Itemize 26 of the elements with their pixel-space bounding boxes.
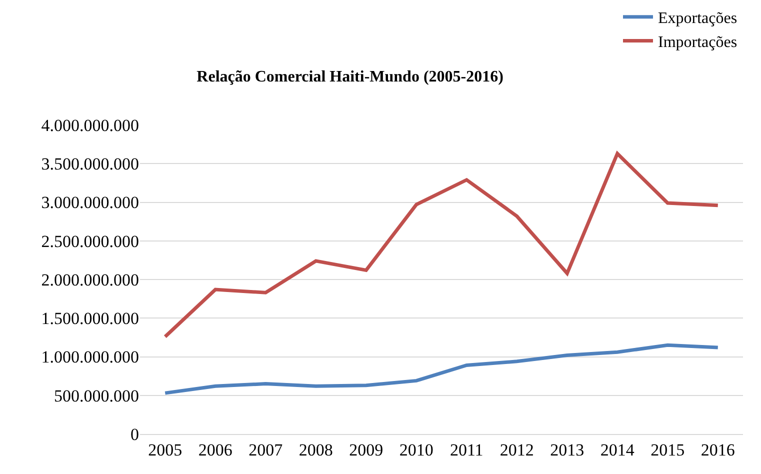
y-tick-label: 4.000.000.000 — [41, 116, 139, 135]
x-tick-label: 2010 — [399, 440, 434, 460]
y-tick-label: 1.500.000.000 — [41, 309, 139, 328]
line-series — [163, 152, 720, 338]
x-tick-label: 2006 — [198, 440, 232, 460]
x-tick-label: 2015 — [650, 440, 685, 460]
y-tick-label: 500.000.000 — [54, 386, 139, 406]
legend-label: Exportações — [658, 10, 738, 28]
y-tick-label: 2.500.000.000 — [41, 232, 139, 251]
line-series — [163, 343, 720, 395]
x-tick-label: 2005 — [148, 440, 182, 460]
y-tick-label: 1.000.000.000 — [41, 348, 139, 367]
x-tick-label: 2014 — [600, 440, 635, 460]
y-tick-label: 2.000.000.000 — [41, 270, 139, 290]
y-tick-label: 0 — [130, 424, 139, 444]
y-tick-label: 3.000.000.000 — [41, 193, 139, 212]
x-tick-label: 2008 — [298, 440, 333, 460]
x-tick-label: 2013 — [550, 440, 584, 460]
chart-title: Relação Comercial Haiti-Mundo (2005-2016) — [196, 68, 504, 86]
legend-label: Importações — [658, 34, 738, 51]
x-tick-label: 2009 — [349, 440, 384, 460]
x-tick-label: 2011 — [450, 440, 484, 460]
x-tick-label: 2012 — [500, 440, 534, 460]
y-tick-label: 3.500.000.000 — [41, 154, 139, 174]
x-tick-label: 2016 — [700, 440, 735, 460]
x-tick-label: 2007 — [248, 440, 284, 460]
